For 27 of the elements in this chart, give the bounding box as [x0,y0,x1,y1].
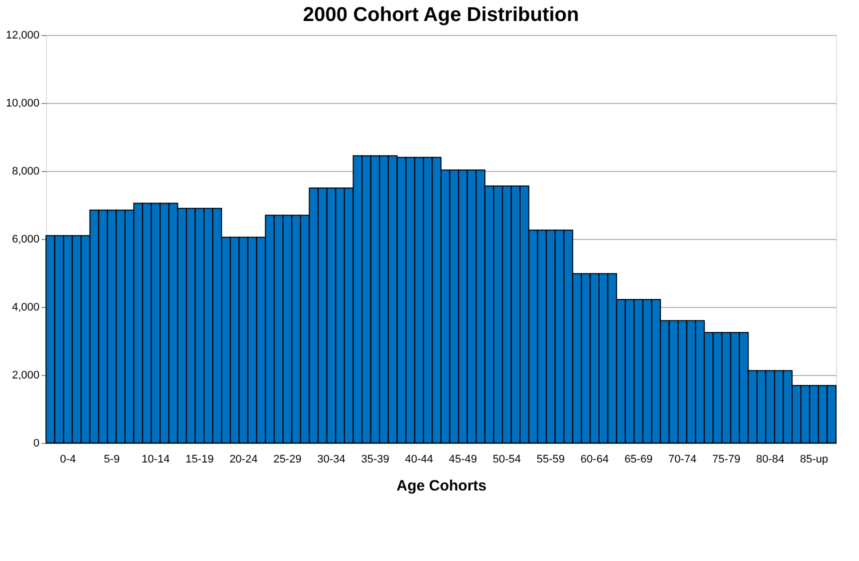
x-tick-label: 70-74 [668,454,696,466]
x-tick-label: 50-54 [492,454,521,466]
x-tick-label: 35-39 [361,454,390,466]
x-tick-label: 10-14 [142,454,170,466]
x-axis-title: Age Cohorts [396,478,486,494]
x-tick-label: 45-49 [448,454,478,466]
x-tick-label: 20-24 [229,454,258,466]
y-tick-label: 10,000 [6,98,40,110]
x-tick-label: 30-34 [317,454,346,466]
x-tick-label: 0-4 [60,454,76,466]
chart-title: 2000 Cohort Age Distribution [303,4,579,26]
x-tick-label: 40-44 [404,454,434,466]
x-tick-label: 80-84 [756,454,784,466]
x-tick-label: 60-64 [580,454,609,466]
y-tick-label: 6,000 [12,234,40,246]
y-tick-label: 12,000 [6,30,40,42]
x-tick-label: 65-69 [624,454,653,466]
x-tick-label: 75-79 [712,454,740,466]
x-tick-label: 55-59 [536,454,565,466]
x-tick-label: 15-19 [186,454,214,466]
x-tick-label: 85-up [800,454,828,466]
y-tick-label: 8,000 [12,166,40,178]
y-tick-label: 2,000 [12,370,40,382]
x-tick-label: 5-9 [104,454,120,466]
y-tick-label: 4,000 [12,302,40,314]
x-tick-label: 25-29 [273,454,302,466]
y-tick-label: 0 [33,438,40,450]
